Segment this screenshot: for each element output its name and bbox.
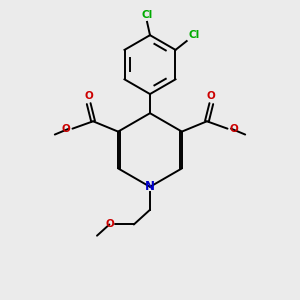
Text: N: N <box>145 180 155 193</box>
Text: O: O <box>84 91 93 101</box>
Text: O: O <box>207 91 216 101</box>
Text: Cl: Cl <box>141 11 153 20</box>
Text: Cl: Cl <box>188 30 200 40</box>
Text: O: O <box>62 124 70 134</box>
Text: O: O <box>230 124 238 134</box>
Text: O: O <box>105 220 114 230</box>
